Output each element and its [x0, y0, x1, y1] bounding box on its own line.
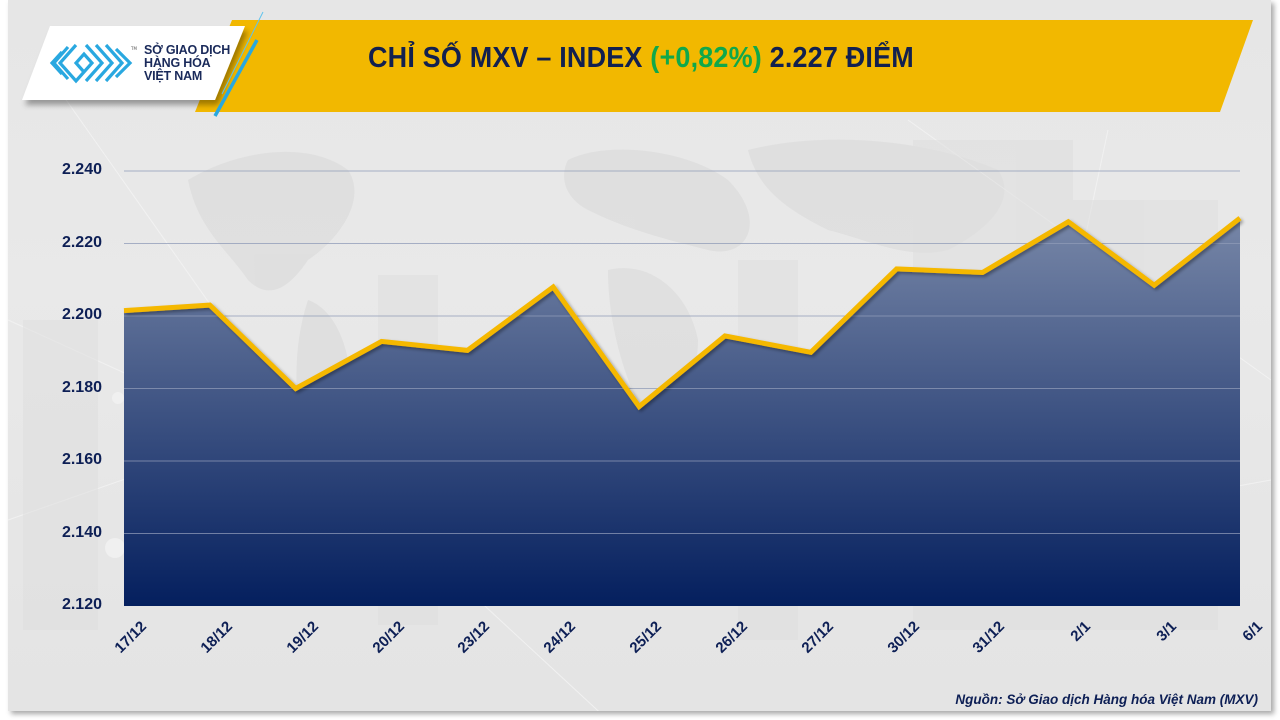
- title-prefix: CHỈ SỐ MXV – INDEX: [368, 42, 651, 74]
- series-line: [123, 216, 1242, 411]
- source-note: Nguồn: Sở Giao dịch Hàng hóa Việt Nam (M…: [955, 692, 1258, 707]
- title-value: 2.227 ĐIỂM: [761, 42, 914, 74]
- y-tick-label: 2.140: [61, 523, 102, 541]
- y-tick-label: 2.240: [61, 161, 102, 178]
- area-fill: [124, 218, 1240, 606]
- logo-line-2: HÀNG HÓA: [144, 56, 211, 70]
- logo-line-3: VIỆT NAM: [144, 69, 203, 83]
- y-tick-label: 2.220: [61, 233, 102, 251]
- logo-text: SỞ GIAO DỊCH HÀNG HÓA VIỆT NAM: [144, 44, 230, 83]
- logo-line-1: SỞ GIAO DỊCH: [144, 43, 231, 57]
- title-change-percent: (+0,82%): [650, 42, 762, 74]
- y-tick-label: 2.180: [61, 378, 102, 396]
- y-tick-label: 2.200: [61, 306, 102, 323]
- y-tick-label: 2.160: [61, 451, 102, 468]
- y-tick-label: 2.120: [61, 596, 102, 613]
- trademark: TM: [131, 46, 137, 51]
- chart-title: CHỈ SỐ MXV – INDEX (+0,82%) 2.227 ĐIỂM: [368, 42, 914, 86]
- gridlines: [124, 170, 1240, 534]
